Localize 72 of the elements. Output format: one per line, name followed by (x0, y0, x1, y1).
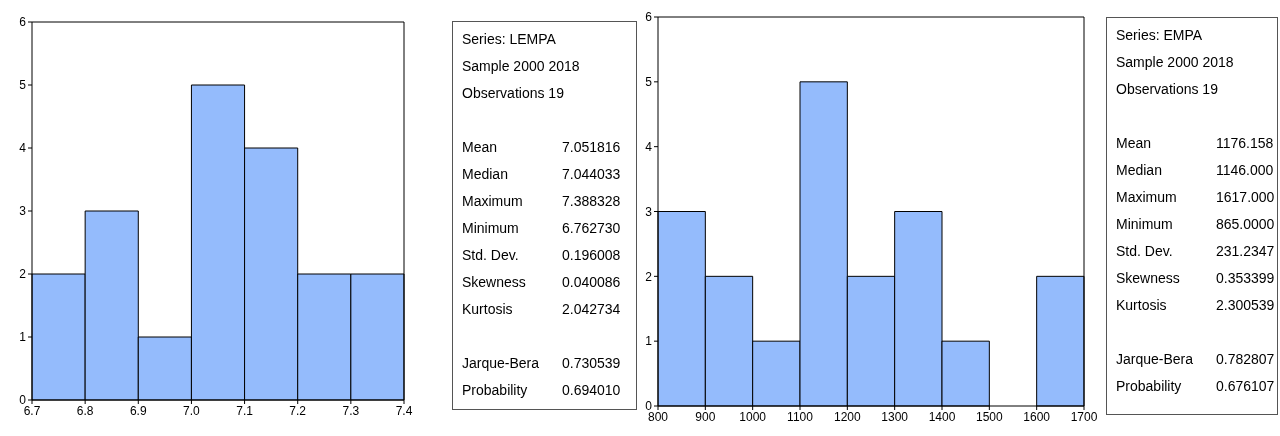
y-tick-label: 1 (645, 334, 653, 349)
y-tick-label: 3 (19, 204, 27, 219)
text: Probability (1116, 377, 1183, 396)
y-tick-label: 4 (19, 141, 27, 156)
text: 1176.158 (1216, 134, 1274, 153)
text: Maximum (1116, 188, 1178, 207)
x-tick-label: 800 (647, 409, 669, 424)
y-tick-label: 5 (19, 78, 27, 93)
x-tick-label: 7.2 (289, 403, 307, 418)
text: Jarque-Bera (1116, 350, 1195, 369)
text: 1617.000 (1216, 188, 1275, 207)
y-tick-label: 5 (645, 75, 653, 90)
text: Minimum (462, 219, 520, 238)
x-tick-label: 6.7 (23, 403, 41, 418)
x-tick-label: 1300 (881, 409, 909, 424)
text: Series: LEMPA (462, 30, 557, 49)
text: 0.196008 (562, 246, 621, 265)
text: Std. Dev. (462, 246, 520, 265)
x-tick-label: 1100 (787, 409, 814, 424)
text: Series: EMPA (1116, 26, 1204, 45)
text: 7.388328 (562, 192, 621, 211)
text: 231.2347 (1216, 242, 1275, 261)
y-tick-label: 2 (645, 269, 653, 284)
text: 0.694010 (562, 381, 621, 400)
text: Kurtosis (462, 300, 514, 319)
text: 6.762730 (562, 219, 621, 238)
text: Minimum (1116, 215, 1174, 234)
text: Probability (462, 381, 529, 400)
x-tick-label: 900 (695, 409, 716, 424)
text: Median (1116, 161, 1163, 180)
text: Skewness (462, 273, 527, 292)
y-tick-label: 6 (645, 10, 653, 25)
text: Sample 2000 2018 (462, 57, 581, 76)
x-tick-label: 1200 (833, 409, 861, 424)
x-tick-label: 6.8 (76, 403, 94, 418)
y-tick-label: 2 (19, 267, 27, 282)
text: Observations 19 (1116, 80, 1219, 99)
text: 0.676107 (1216, 377, 1275, 396)
text: Mean (1116, 134, 1153, 153)
x-tick-label: 6.9 (129, 403, 147, 418)
y-tick-label: 6 (19, 15, 27, 30)
text: 7.044033 (562, 165, 621, 184)
text: 0.782807 (1216, 350, 1275, 369)
y-tick-label: 4 (645, 139, 653, 154)
x-tick-label: 7.3 (342, 403, 360, 418)
text: Skewness (1116, 269, 1181, 288)
text: 2.042734 (562, 300, 621, 319)
text: Mean (462, 138, 499, 157)
x-tick-label: 7.0 (183, 403, 201, 418)
text: Jarque-Bera (462, 354, 541, 373)
text: 865.0000 (1216, 215, 1275, 234)
text: Sample 2000 2018 (1116, 53, 1235, 72)
text: 0.730539 (562, 354, 621, 373)
text: 2.300539 (1216, 296, 1275, 315)
x-tick-label: 7.4 (395, 403, 413, 418)
x-tick-label: 1400 (928, 409, 956, 424)
text: Observations 19 (462, 84, 565, 103)
y-tick-label: 1 (19, 330, 27, 345)
x-tick-label: 1000 (739, 409, 767, 424)
x-tick-label: 1600 (1023, 409, 1051, 424)
text: 7.051816 (562, 138, 621, 157)
text: 0.353399 (1216, 269, 1275, 288)
text: 1146.000 (1216, 161, 1274, 180)
text: 0.040086 (562, 273, 621, 292)
text: Median (462, 165, 509, 184)
y-tick-label: 3 (645, 204, 653, 219)
text: Maximum (462, 192, 524, 211)
text: Kurtosis (1116, 296, 1168, 315)
x-tick-label: 7.1 (236, 403, 254, 418)
text: Std. Dev. (1116, 242, 1174, 261)
x-tick-label: 1700 (1070, 409, 1098, 424)
x-tick-label: 1500 (975, 409, 1003, 424)
